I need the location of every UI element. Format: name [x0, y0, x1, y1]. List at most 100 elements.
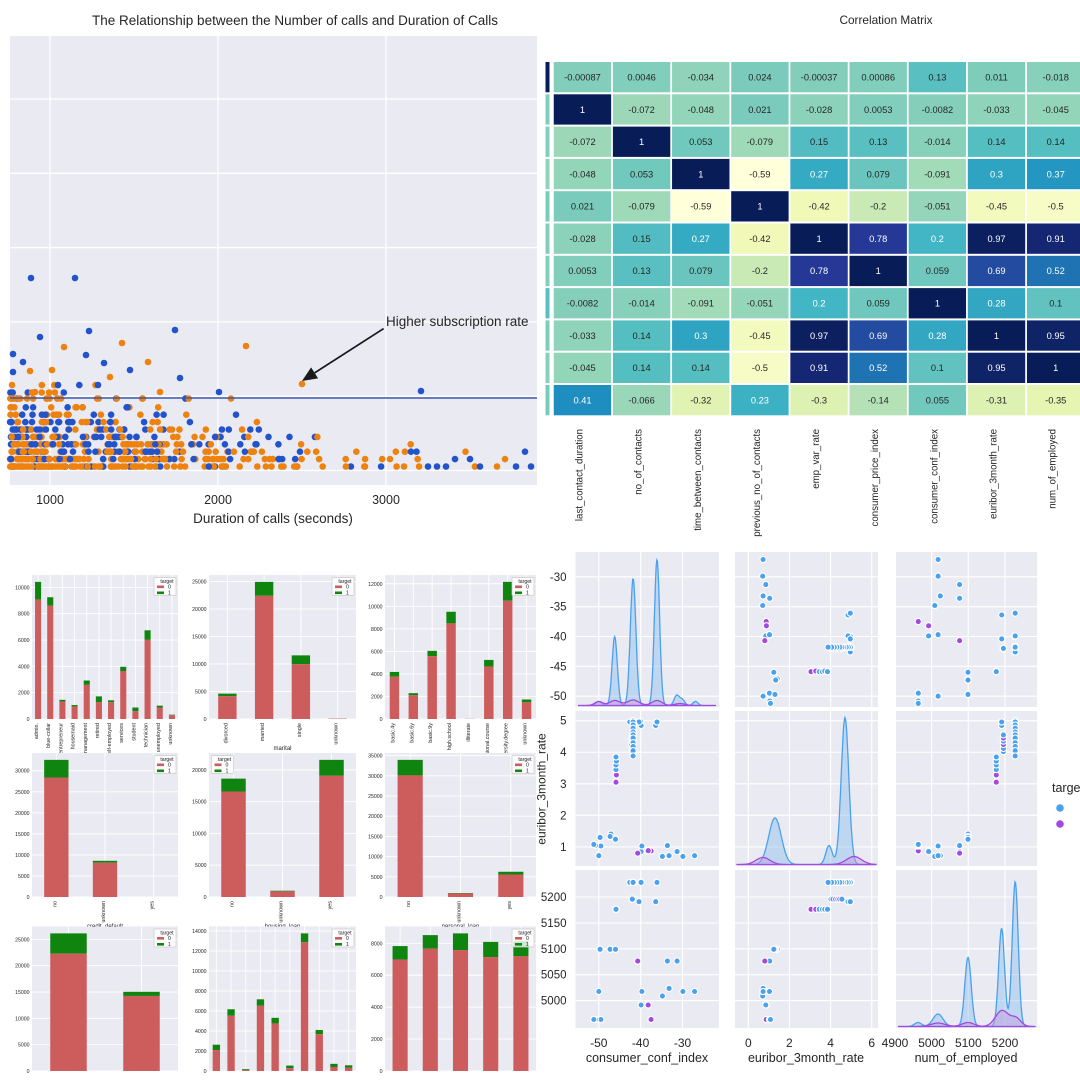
svg-text:5000: 5000 [371, 875, 383, 881]
svg-text:2: 2 [786, 1036, 793, 1050]
svg-text:0.23: 0.23 [751, 395, 769, 405]
svg-text:entrepreneur: entrepreneur [58, 723, 64, 754]
svg-text:0.011: 0.011 [985, 73, 1008, 83]
svg-text:-40: -40 [632, 1036, 650, 1050]
svg-text:0.053: 0.053 [630, 169, 653, 179]
svg-text:10000: 10000 [192, 831, 207, 837]
svg-text:0: 0 [168, 936, 171, 942]
svg-text:unknown: unknown [523, 723, 529, 745]
svg-text:15000: 15000 [15, 990, 30, 996]
svg-text:blue-collar: blue-collar [46, 723, 52, 748]
svg-text:1000: 1000 [36, 493, 64, 507]
svg-text:0: 0 [168, 585, 171, 591]
svg-text:unknown: unknown [101, 901, 107, 923]
svg-text:-0.072: -0.072 [628, 105, 654, 115]
svg-text:-40: -40 [550, 632, 567, 644]
svg-text:0: 0 [380, 895, 383, 901]
svg-text:1: 1 [560, 842, 566, 854]
svg-text:unknown: unknown [457, 901, 463, 923]
svg-text:-0.14: -0.14 [868, 395, 889, 405]
svg-text:2000: 2000 [371, 695, 383, 701]
svg-text:-0.079: -0.079 [628, 202, 654, 212]
svg-text:1: 1 [346, 591, 349, 597]
svg-text:target: target [518, 931, 532, 937]
svg-text:euribor_3month_rate: euribor_3month_rate [989, 429, 1000, 519]
svg-text:-50: -50 [590, 1036, 608, 1050]
svg-text:1: 1 [994, 331, 999, 341]
svg-text:no: no [230, 901, 236, 907]
svg-text:0.28: 0.28 [928, 331, 946, 341]
svg-text:high.school: high.school [447, 723, 453, 750]
svg-text:6000: 6000 [371, 649, 383, 655]
svg-text:-30: -30 [674, 1036, 692, 1050]
svg-text:Higher subscription rate: Higher subscription rate [386, 314, 529, 329]
svg-text:-0.45: -0.45 [986, 202, 1007, 212]
svg-text:5100: 5100 [955, 1036, 982, 1050]
svg-text:0.2: 0.2 [813, 299, 826, 309]
svg-text:-0.00087: -0.00087 [564, 73, 601, 83]
svg-text:0.021: 0.021 [748, 105, 771, 115]
svg-text:self-employed: self-employed [107, 723, 113, 757]
svg-text:target: target [338, 931, 352, 937]
svg-text:15000: 15000 [368, 834, 383, 840]
svg-text:-0.033: -0.033 [983, 105, 1009, 115]
svg-text:35000: 35000 [368, 754, 383, 760]
svg-text:student: student [131, 723, 137, 741]
svg-text:0: 0 [204, 717, 207, 723]
svg-text:0: 0 [204, 1069, 207, 1075]
svg-text:emp_var_rate: emp_var_rate [811, 429, 822, 489]
svg-text:0.78: 0.78 [810, 266, 828, 276]
svg-text:20000: 20000 [192, 768, 207, 774]
svg-text:-0.028: -0.028 [806, 105, 832, 115]
svg-text:management: management [83, 723, 89, 755]
svg-text:0.13: 0.13 [928, 73, 946, 83]
svg-text:0.053: 0.053 [689, 137, 712, 147]
svg-text:0.41: 0.41 [573, 395, 591, 405]
svg-text:0.91: 0.91 [1047, 234, 1065, 244]
svg-text:0: 0 [346, 936, 349, 942]
svg-text:0.37: 0.37 [1047, 169, 1065, 179]
svg-text:5: 5 [560, 716, 566, 728]
svg-text:0.1: 0.1 [931, 363, 944, 373]
svg-text:0.079: 0.079 [689, 266, 712, 276]
svg-text:target: target [518, 757, 532, 763]
svg-text:5000: 5000 [918, 1036, 945, 1050]
svg-text:single: single [297, 723, 303, 737]
svg-text:0: 0 [526, 763, 529, 769]
svg-text:5150: 5150 [541, 918, 567, 930]
svg-text:-0.051: -0.051 [747, 299, 773, 309]
svg-text:0.78: 0.78 [869, 234, 887, 244]
svg-text:-0.59: -0.59 [749, 169, 770, 179]
svg-text:1: 1 [817, 234, 822, 244]
svg-text:target: target [160, 757, 174, 763]
svg-text:0.2: 0.2 [931, 234, 944, 244]
svg-text:-0.31: -0.31 [986, 395, 1007, 405]
svg-text:-0.051: -0.051 [924, 202, 950, 212]
svg-text:10000: 10000 [368, 604, 383, 610]
svg-text:0.69: 0.69 [987, 266, 1005, 276]
svg-text:0.079: 0.079 [867, 169, 890, 179]
svg-text:25000: 25000 [368, 794, 383, 800]
svg-text:-0.00037: -0.00037 [801, 73, 838, 83]
svg-text:25000: 25000 [15, 937, 30, 943]
svg-text:0: 0 [204, 895, 207, 901]
svg-text:2000: 2000 [204, 493, 232, 507]
svg-text:30000: 30000 [368, 774, 383, 780]
svg-text:0.52: 0.52 [1047, 266, 1065, 276]
svg-text:5000: 5000 [18, 1043, 30, 1049]
svg-text:-0.034: -0.034 [688, 73, 714, 83]
svg-text:no: no [52, 901, 58, 907]
svg-text:housemaid: housemaid [71, 723, 77, 749]
svg-text:6000: 6000 [18, 638, 30, 644]
svg-text:technician: technician [144, 723, 150, 747]
svg-text:-0.42: -0.42 [749, 234, 770, 244]
svg-text:0.97: 0.97 [810, 331, 828, 341]
svg-text:0.3: 0.3 [694, 331, 707, 341]
svg-text:1: 1 [935, 299, 940, 309]
svg-text:0.27: 0.27 [692, 234, 710, 244]
svg-text:-0.45: -0.45 [749, 331, 770, 341]
svg-text:2000: 2000 [195, 1049, 207, 1055]
svg-text:12000: 12000 [192, 949, 207, 955]
svg-text:-0.014: -0.014 [628, 299, 654, 309]
svg-text:-0.018: -0.018 [1043, 73, 1069, 83]
